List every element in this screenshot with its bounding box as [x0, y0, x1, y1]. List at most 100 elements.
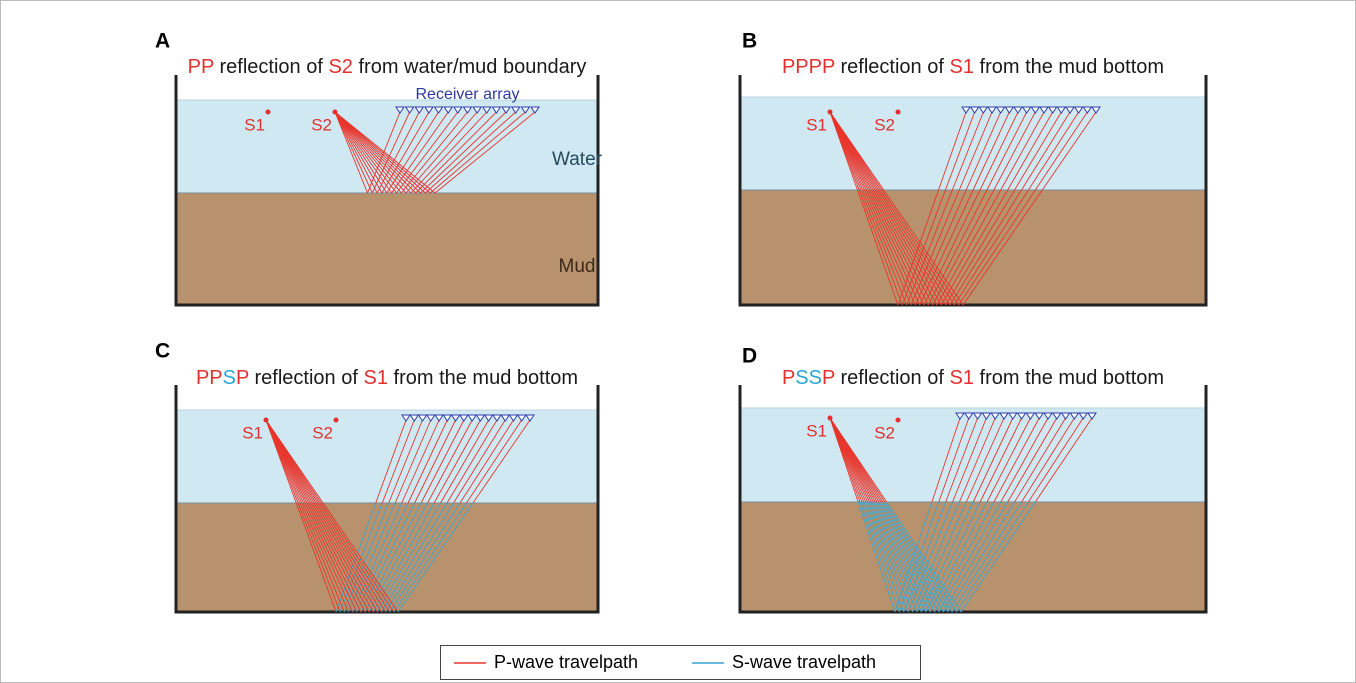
receiver: [1043, 412, 1053, 420]
ray: [979, 111, 1019, 191]
ray: [861, 501, 905, 613]
ray: [1028, 111, 1080, 191]
receiver: [423, 106, 434, 114]
ray: [869, 501, 922, 613]
ray: [925, 501, 981, 613]
ray: [1014, 417, 1066, 503]
ray: [903, 501, 947, 613]
source-dot: [332, 109, 338, 115]
legend-label: S-wave travelpath: [732, 652, 876, 672]
legend: P-wave travelpath S-wave travelpath: [440, 645, 921, 680]
tank-wall: [738, 75, 1208, 307]
ray: [334, 111, 373, 194]
ray: [860, 189, 908, 306]
source-label: S2: [874, 423, 895, 442]
receiver: [443, 106, 454, 114]
title-part: reflection of: [214, 56, 329, 78]
ray: [434, 111, 536, 194]
source-label: S2: [874, 115, 895, 134]
ray: [972, 111, 1010, 191]
ray: [414, 419, 457, 504]
title-part: P: [822, 367, 835, 389]
ray: [310, 502, 370, 613]
ray: [334, 111, 431, 194]
receiver: [978, 106, 989, 114]
ray: [381, 502, 448, 613]
receiver: [483, 414, 494, 422]
ray: [453, 419, 506, 504]
ray: [878, 501, 944, 613]
receiver: [434, 414, 445, 422]
ray: [929, 501, 988, 613]
ray: [1007, 111, 1054, 191]
source-dot: [265, 109, 271, 115]
ray: [960, 501, 1036, 613]
ray: [389, 502, 461, 613]
panel-letter: C: [155, 340, 170, 363]
ray: [313, 502, 378, 613]
receiver: [516, 414, 527, 422]
ray: [865, 189, 921, 306]
title-part: from the mud bottom: [974, 367, 1164, 389]
ray: [951, 501, 1022, 613]
ray: [863, 501, 909, 613]
ray: [335, 502, 377, 613]
title-part: PP: [196, 367, 223, 389]
source-dot: [895, 417, 901, 423]
ray: [352, 502, 403, 613]
ray: [867, 189, 925, 306]
panel: B PPPP reflection of S1 from the mud bott…: [738, 30, 1208, 307]
ray: [865, 501, 914, 613]
receiver: [500, 414, 511, 422]
panel-title: PSSP reflection of S1 from the mud botto…: [782, 367, 1164, 389]
ray: [425, 111, 517, 194]
legend-box: [440, 645, 921, 680]
receiver: [491, 414, 502, 422]
ray: [869, 189, 929, 306]
ray: [265, 419, 324, 504]
source-label: S2: [311, 115, 332, 134]
receiver: [1047, 106, 1058, 114]
receiver: [990, 412, 1001, 420]
ray: [385, 502, 454, 613]
ray: [433, 419, 481, 504]
receiver: [525, 414, 535, 422]
title-part: P: [782, 367, 795, 389]
ray: [311, 502, 374, 613]
panel-letter: A: [155, 30, 170, 53]
ray: [1041, 111, 1097, 191]
ray: [308, 502, 366, 613]
ray: [931, 417, 961, 503]
tank-wall: [738, 385, 1208, 614]
panel: A PP reflection of S2 from water/mud boun…: [155, 30, 603, 307]
ray: [938, 111, 967, 191]
ray: [446, 419, 498, 504]
ray: [472, 419, 531, 504]
water: [176, 410, 598, 503]
source-label: S1: [242, 423, 263, 442]
ray: [940, 189, 1009, 306]
receiver: [955, 412, 965, 420]
ray: [949, 189, 1022, 306]
ray: [334, 111, 378, 194]
ray: [938, 501, 1002, 613]
ray: [334, 111, 412, 194]
ray: [920, 501, 974, 613]
ray: [878, 189, 951, 306]
tank-wall: [174, 75, 600, 307]
title-part: S2: [328, 56, 352, 78]
receiver: [995, 106, 1006, 114]
ray: [334, 111, 417, 194]
ray: [401, 419, 440, 504]
receiver: [1013, 106, 1023, 114]
receiver: [433, 106, 444, 114]
receiver: [472, 106, 483, 114]
ray: [427, 419, 473, 504]
receiver: [1021, 106, 1032, 114]
receiver: [1051, 412, 1062, 420]
ray: [334, 111, 402, 194]
receiver: [1030, 106, 1041, 114]
ray: [1007, 417, 1058, 503]
ray: [859, 501, 900, 613]
